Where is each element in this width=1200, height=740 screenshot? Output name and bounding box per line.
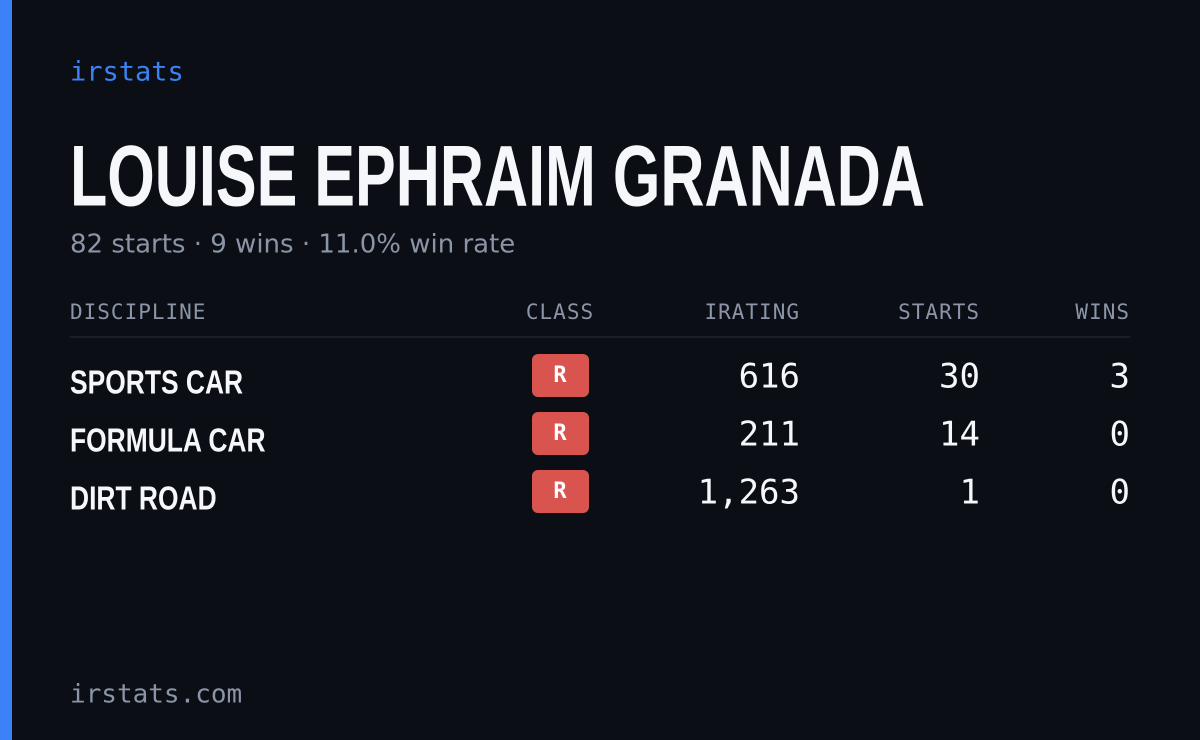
class-badge <box>532 412 589 455</box>
discipline-name: FORMULA CAR <box>70 422 266 459</box>
starts-value: 14 <box>939 415 980 455</box>
discipline-name: DIRT ROAD <box>70 480 217 517</box>
license-class: R <box>553 479 567 504</box>
wins-value: 0 <box>1110 415 1130 455</box>
column-header: WINS <box>1075 300 1130 324</box>
wins-value: 0 <box>1110 473 1130 513</box>
class-badge <box>532 354 589 397</box>
accent-bar <box>0 0 12 740</box>
class-badge <box>532 470 589 513</box>
column-header: CLASS <box>526 300 594 324</box>
summary: 82 starts · 9 wins · 11.0% win rate <box>70 230 515 260</box>
starts-value: 1 <box>960 473 980 513</box>
license-class: R <box>553 421 567 446</box>
footer: irstats.com <box>70 680 242 710</box>
column-header: IRATING <box>704 300 800 324</box>
license-class: R <box>553 363 567 388</box>
starts-value: 30 <box>939 357 980 397</box>
column-header: DISCIPLINE <box>70 300 206 324</box>
brand: irstats <box>70 57 184 88</box>
column-header: STARTS <box>898 300 980 324</box>
irating-value: 211 <box>739 415 800 455</box>
player-name: LOUISE EPHRAIM GRANADA <box>70 129 925 225</box>
discipline-name: SPORTS CAR <box>70 364 243 401</box>
irating-value: 616 <box>739 357 800 397</box>
wins-value: 3 <box>1110 357 1130 397</box>
irating-value: 1,263 <box>698 473 800 513</box>
